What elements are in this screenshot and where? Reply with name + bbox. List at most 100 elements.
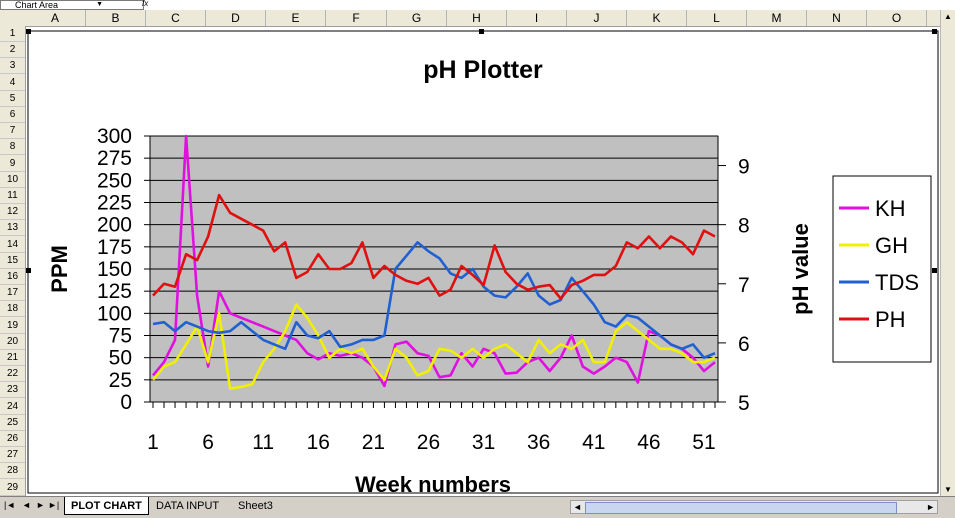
tab-plot-chart[interactable]: PLOT CHART bbox=[64, 497, 149, 515]
selection-handle bbox=[932, 29, 937, 34]
name-box-value: Chart Area bbox=[15, 0, 59, 10]
column-header-e[interactable]: E bbox=[266, 10, 326, 26]
y-axis-title: PPM bbox=[47, 245, 72, 293]
chart-title: pH Plotter bbox=[423, 56, 543, 84]
y-tick-label: 175 bbox=[97, 236, 132, 259]
column-header-k[interactable]: K bbox=[627, 10, 687, 26]
first-sheet-icon[interactable]: |◄ bbox=[4, 500, 16, 510]
column-header-o[interactable]: O bbox=[867, 10, 927, 26]
scroll-left-icon[interactable]: ◄ bbox=[573, 502, 582, 512]
y2-tick-label: 5 bbox=[738, 392, 750, 415]
x-tick-label: 21 bbox=[362, 431, 385, 454]
row-header-2[interactable]: 2 bbox=[0, 42, 25, 59]
selection-handle bbox=[26, 268, 31, 273]
row-header-23[interactable]: 23 bbox=[0, 382, 25, 399]
column-header-i[interactable]: I bbox=[507, 10, 567, 26]
row-header-6[interactable]: 6 bbox=[0, 107, 25, 123]
row-header-16[interactable]: 16 bbox=[0, 269, 25, 285]
y-tick-label: 200 bbox=[97, 214, 132, 237]
row-header-15[interactable]: 15 bbox=[0, 253, 25, 269]
legend-label-ph: PH bbox=[875, 307, 906, 332]
y-tick-label: 250 bbox=[97, 169, 132, 192]
last-sheet-icon[interactable]: ►| bbox=[48, 500, 60, 510]
series-line-gh bbox=[151, 303, 716, 391]
x-tick-label: 1 bbox=[147, 431, 159, 454]
column-header-c[interactable]: C bbox=[146, 10, 206, 26]
tab-data-input[interactable]: DATA INPUT bbox=[156, 500, 220, 512]
x-tick-label: 36 bbox=[527, 431, 550, 454]
y2-tick-label: 9 bbox=[738, 156, 750, 179]
column-header-n[interactable]: N bbox=[807, 10, 867, 26]
row-header-24[interactable]: 24 bbox=[0, 399, 25, 415]
tab-sheet3[interactable]: Sheet3 bbox=[238, 500, 273, 512]
column-header-j[interactable]: J bbox=[567, 10, 627, 26]
y-tick-label: 300 bbox=[97, 125, 132, 148]
name-box[interactable]: Chart Area ▼ bbox=[0, 0, 144, 10]
y2-tick-label: 7 bbox=[738, 274, 750, 297]
column-header-g[interactable]: G bbox=[387, 10, 447, 26]
row-header-1[interactable]: 1 bbox=[0, 26, 25, 42]
row-header-21[interactable]: 21 bbox=[0, 350, 25, 366]
row-header-8[interactable]: 8 bbox=[0, 139, 25, 156]
row-header-19[interactable]: 19 bbox=[0, 318, 25, 334]
column-header-a[interactable]: A bbox=[25, 10, 86, 26]
row-header-20[interactable]: 20 bbox=[0, 334, 25, 350]
scroll-up-icon[interactable]: ▲ bbox=[944, 12, 952, 21]
y2-axis-title: pH value bbox=[788, 223, 813, 315]
y-tick-label: 0 bbox=[120, 391, 132, 414]
column-header-l[interactable]: L bbox=[687, 10, 747, 26]
y-tick-label: 150 bbox=[97, 258, 132, 281]
formula-icon[interactable]: fx bbox=[142, 0, 149, 8]
horizontal-scrollbar[interactable]: ◄ ► bbox=[570, 500, 938, 514]
column-header-d[interactable]: D bbox=[206, 10, 266, 26]
row-header-26[interactable]: 26 bbox=[0, 431, 25, 447]
series-line-ph bbox=[152, 193, 716, 300]
row-header-7[interactable]: 7 bbox=[0, 123, 25, 140]
column-header-b[interactable]: B bbox=[86, 10, 146, 26]
column-header-h[interactable]: H bbox=[447, 10, 507, 26]
row-header-5[interactable]: 5 bbox=[0, 91, 25, 107]
y-tick-label: 75 bbox=[109, 325, 132, 348]
vertical-scrollbar[interactable]: ▲ ▼ bbox=[940, 10, 955, 496]
selection-handle bbox=[479, 29, 484, 34]
column-header-f[interactable]: F bbox=[326, 10, 387, 26]
chevron-down-icon[interactable]: ▼ bbox=[96, 1, 103, 8]
scroll-right-icon[interactable]: ► bbox=[926, 502, 935, 512]
row-header-9[interactable]: 9 bbox=[0, 156, 25, 172]
scroll-thumb[interactable] bbox=[585, 502, 897, 514]
x-tick-label: 11 bbox=[252, 431, 274, 454]
row-header-12[interactable]: 12 bbox=[0, 204, 25, 221]
row-header-10[interactable]: 10 bbox=[0, 172, 25, 188]
x-tick-label: 16 bbox=[307, 431, 330, 454]
selection-handle bbox=[932, 268, 937, 273]
x-tick-label: 6 bbox=[202, 431, 214, 454]
row-header-29[interactable]: 29 bbox=[0, 480, 25, 496]
column-header-m[interactable]: M bbox=[747, 10, 807, 26]
legend-label-tds: TDS bbox=[875, 270, 919, 295]
x-axis-title: Week numbers bbox=[355, 472, 511, 496]
row-header-11[interactable]: 11 bbox=[0, 188, 25, 204]
row-header-17[interactable]: 17 bbox=[0, 285, 25, 302]
next-sheet-icon[interactable]: ► bbox=[36, 500, 45, 510]
y-tick-label: 225 bbox=[97, 192, 132, 215]
row-header-14[interactable]: 14 bbox=[0, 237, 25, 253]
sheet-tab-bar: |◄ ◄ ► ►| PLOT CHART DATA INPUT Sheet3 ◄… bbox=[0, 496, 955, 518]
prev-sheet-icon[interactable]: ◄ bbox=[22, 500, 31, 510]
row-headers: 1 2 3 4 5 6 7 8 9 10 11 12 13 14 15 16 17 18 19 20 21 22 23 24 2… bbox=[0, 26, 26, 496]
x-tick-label: 26 bbox=[417, 431, 440, 454]
row-header-13[interactable]: 13 bbox=[0, 220, 25, 237]
row-header-25[interactable]: 25 bbox=[0, 415, 25, 431]
row-header-3[interactable]: 3 bbox=[0, 58, 25, 75]
scroll-down-icon[interactable]: ▼ bbox=[944, 485, 952, 494]
x-tick-label: 46 bbox=[637, 431, 660, 454]
row-header-4[interactable]: 4 bbox=[0, 75, 25, 91]
x-tick-label: 51 bbox=[692, 431, 715, 454]
row-header-27[interactable]: 27 bbox=[0, 447, 25, 464]
row-header-18[interactable]: 18 bbox=[0, 301, 25, 318]
chart-area[interactable]: 0 25 50 75 100 125 150 175 200 225 250 275 300 5 6 7 8 9 1… bbox=[25, 26, 940, 497]
row-header-28[interactable]: 28 bbox=[0, 463, 25, 480]
series-line-kh bbox=[151, 134, 716, 388]
row-header-22[interactable]: 22 bbox=[0, 366, 25, 383]
